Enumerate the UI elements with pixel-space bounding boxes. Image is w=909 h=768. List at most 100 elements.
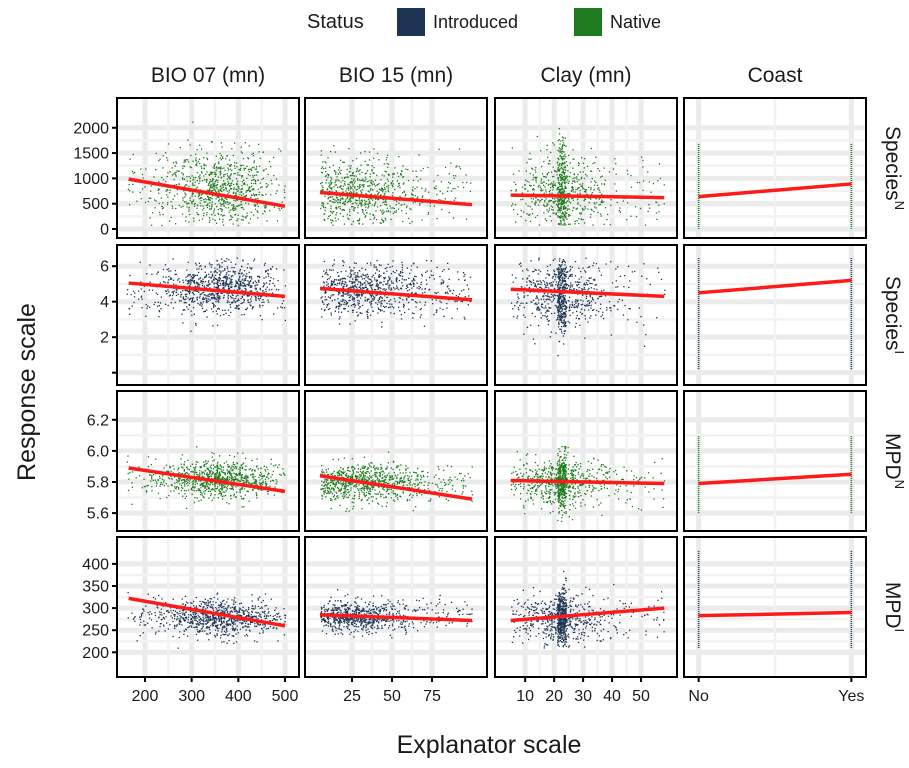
data-point [568, 215, 570, 217]
data-point [446, 307, 448, 309]
data-point [325, 162, 327, 164]
data-point [421, 219, 423, 221]
data-point [560, 312, 562, 315]
data-point [233, 183, 235, 186]
data-point [172, 162, 175, 164]
data-point [250, 185, 253, 188]
row-label-superscript: N [892, 480, 907, 489]
data-point [383, 201, 385, 203]
data-point [433, 180, 435, 182]
data-point [335, 206, 337, 208]
data-point [384, 170, 386, 172]
data-point [597, 188, 599, 190]
data-point [596, 309, 598, 312]
data-point [387, 263, 389, 265]
data-point [593, 262, 595, 264]
data-point [330, 314, 332, 316]
data-point [402, 271, 404, 273]
data-point [217, 285, 220, 287]
data-point [335, 197, 338, 199]
data-point [563, 289, 566, 291]
data-point [447, 285, 449, 287]
data-point [348, 171, 350, 173]
data-point [557, 186, 560, 188]
data-point [347, 294, 349, 296]
data-point [558, 267, 560, 269]
data-point [563, 216, 565, 218]
data-point [530, 158, 532, 160]
data-point [251, 189, 253, 191]
data-point [181, 177, 184, 179]
data-point [455, 175, 457, 177]
data-point [221, 190, 223, 193]
data-point [583, 287, 585, 289]
data-point [206, 212, 208, 214]
data-point [558, 203, 560, 205]
data-point [224, 184, 227, 187]
data-point [561, 174, 563, 176]
data-point [392, 183, 394, 185]
data-point [329, 187, 331, 189]
data-point [544, 315, 546, 317]
data-point [181, 172, 183, 174]
data-point [547, 171, 550, 173]
data-point [265, 205, 267, 207]
data-point [365, 178, 367, 180]
data-point [573, 304, 576, 306]
data-point [380, 179, 382, 181]
legend-swatch-introduced [397, 8, 425, 36]
data-point [610, 261, 612, 263]
data-point [196, 211, 198, 214]
data-point [535, 302, 537, 304]
data-point [212, 292, 214, 294]
data-point [438, 198, 440, 201]
data-point [367, 317, 369, 319]
data-point [242, 219, 244, 221]
data-point [201, 218, 204, 220]
data-point [255, 174, 258, 176]
data-point [559, 209, 561, 211]
data-point [424, 301, 427, 303]
data-point [326, 188, 329, 190]
data-point [131, 170, 134, 172]
data-point [391, 184, 393, 187]
data-point [257, 211, 259, 213]
data-point [397, 208, 400, 210]
data-point [222, 297, 225, 299]
data-point [554, 184, 556, 187]
data-point [554, 170, 556, 172]
data-point [386, 302, 388, 305]
data-point [366, 212, 368, 214]
data-point [236, 289, 239, 291]
data-point [561, 174, 563, 177]
data-point [337, 279, 339, 281]
data-point [166, 293, 168, 295]
data-point [188, 289, 191, 291]
data-point [236, 184, 238, 186]
data-point [188, 303, 190, 306]
data-point [167, 289, 169, 291]
data-point [185, 159, 187, 161]
data-point [578, 283, 580, 285]
data-point [265, 288, 267, 290]
data-point [200, 197, 202, 199]
data-point [534, 268, 536, 271]
data-point [275, 192, 277, 195]
data-point [559, 304, 562, 307]
data-point [251, 290, 253, 292]
data-point [374, 185, 376, 187]
data-point [226, 279, 228, 281]
data-point [437, 291, 439, 294]
data-point [571, 286, 573, 288]
data-point [247, 158, 250, 160]
data-point [617, 301, 619, 303]
data-point [370, 304, 372, 306]
y-tick-label: 0 [100, 221, 109, 238]
data-point [374, 179, 377, 181]
data-point [362, 184, 364, 186]
data-point [369, 293, 371, 295]
data-point [357, 199, 359, 202]
data-point [581, 176, 583, 178]
data-point [425, 271, 427, 273]
data-point [527, 190, 529, 192]
